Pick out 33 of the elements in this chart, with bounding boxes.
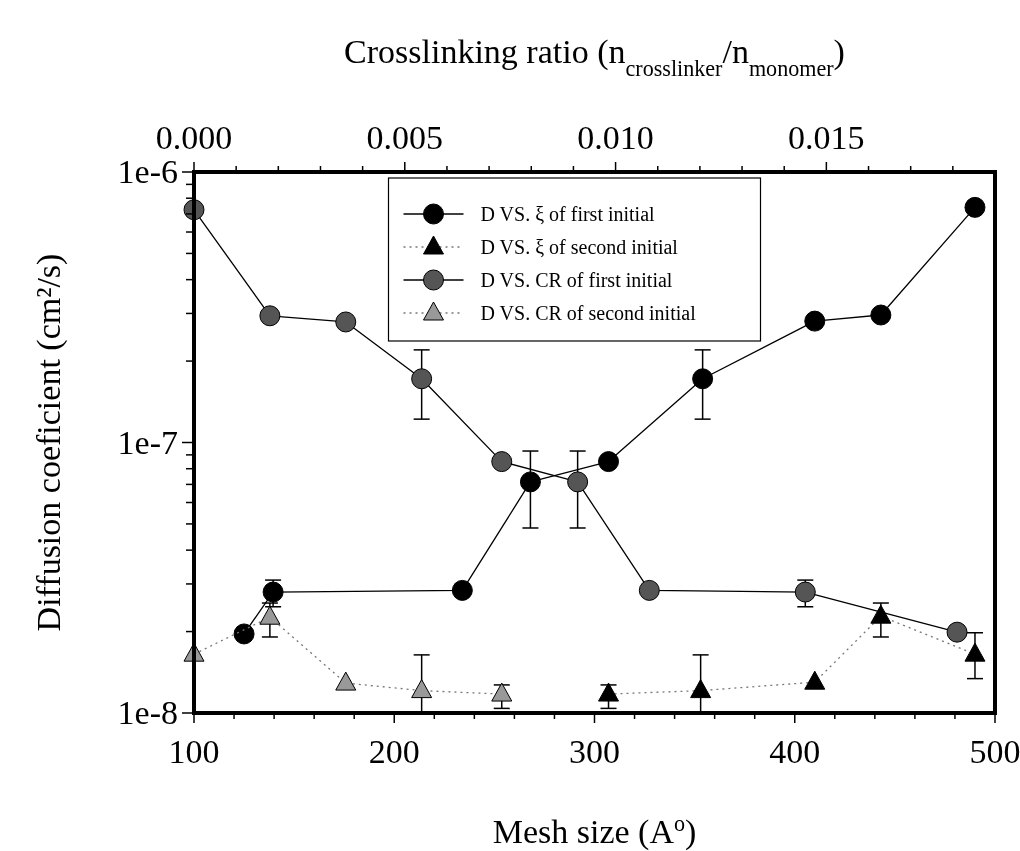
x2-tick-label: 0.000 — [155, 119, 233, 156]
legend-label: D VS. CR of first initial — [480, 269, 673, 291]
point — [804, 670, 826, 690]
legend-label: D VS. ξ of first initial — [480, 203, 656, 225]
x-tick-label: 400 — [769, 733, 821, 770]
point — [870, 304, 892, 326]
point — [964, 196, 986, 218]
y-tick-label: 1e-8 — [117, 694, 178, 731]
x-axis-title: Mesh size (A$^{o}$) — [492, 810, 697, 851]
point — [451, 579, 473, 601]
point — [964, 642, 986, 662]
x2-axis-title: Crosslinking ratio (n$_{crosslinker}$/n$_{monomer}$) — [344, 33, 845, 81]
point — [598, 451, 620, 473]
point — [598, 682, 620, 702]
x-tick-label: 500 — [969, 733, 1020, 770]
x2-tick-label: 0.010 — [577, 119, 654, 156]
x2-tick-label: 0.015 — [788, 119, 865, 156]
point — [519, 471, 541, 493]
y-tick-label: 1e-6 — [117, 153, 178, 190]
legend-label: D VS. ξ of second initial — [480, 236, 679, 258]
x-tick-label: 300 — [569, 733, 620, 770]
y-tick-label: 1e-7 — [117, 423, 178, 461]
x2-tick-label: 0.005 — [366, 119, 444, 156]
point — [690, 679, 712, 699]
point — [262, 581, 284, 603]
point — [804, 310, 826, 332]
point — [870, 604, 892, 624]
point — [692, 368, 714, 390]
point — [233, 623, 255, 645]
x-tick-label: 200 — [368, 733, 420, 770]
legend-label: D VS. CR of second initial — [480, 302, 697, 324]
x-tick-label: 100 — [168, 733, 220, 770]
y-axis-title: Diffusion coeficient (cm²/s) — [30, 253, 68, 632]
